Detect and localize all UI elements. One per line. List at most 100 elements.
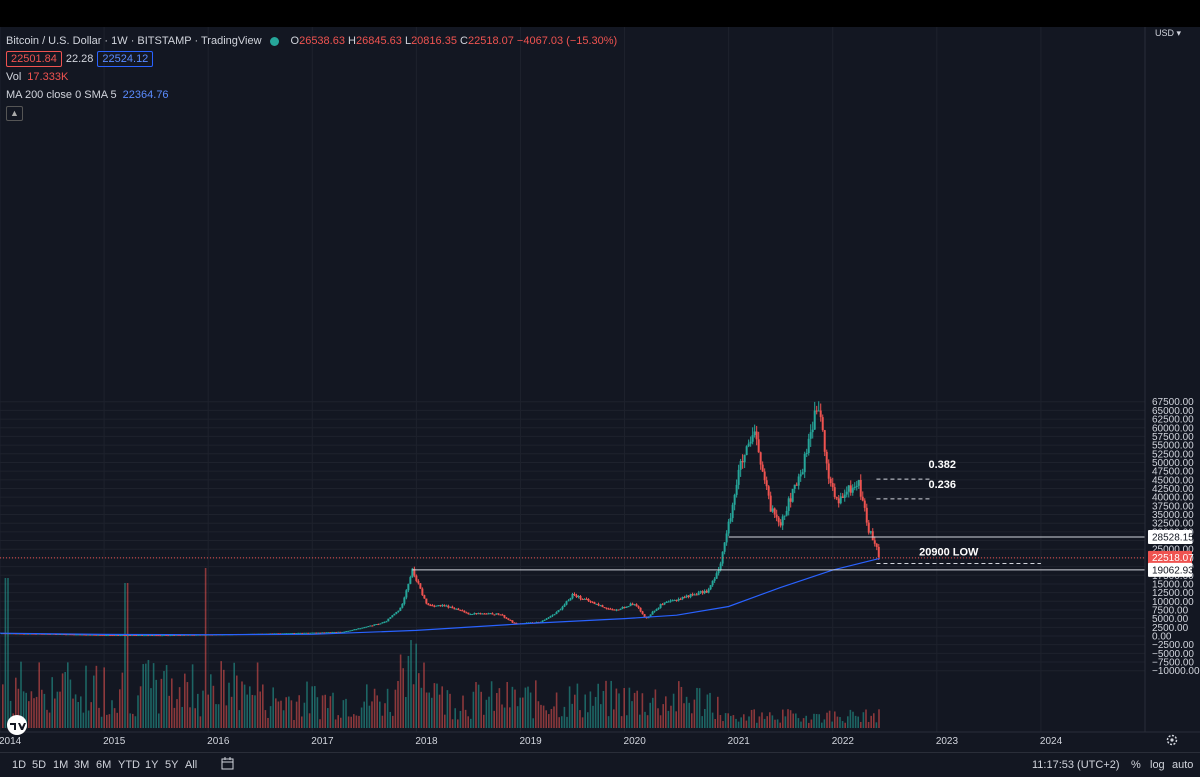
date-range-icon[interactable] <box>221 757 234 773</box>
volume-bar <box>753 709 755 728</box>
candle-body <box>157 635 160 637</box>
candle-body <box>591 601 594 603</box>
candle-body <box>393 613 396 616</box>
volume-bar <box>652 697 654 728</box>
price-scale[interactable] <box>1145 27 1200 739</box>
legend-volume-row[interactable]: Vol 17.333K <box>6 68 617 86</box>
volume-bar <box>358 715 360 728</box>
candle-body <box>555 612 558 615</box>
candle-body <box>771 508 774 512</box>
volume-bar <box>48 712 51 728</box>
timeframe-ytd[interactable]: YTD <box>118 759 140 771</box>
candle-body <box>179 634 182 636</box>
time-scale[interactable] <box>0 732 1200 752</box>
candle-body <box>541 620 544 623</box>
volume-bar <box>475 682 477 728</box>
percent-toggle[interactable]: % <box>1131 759 1141 771</box>
gear-icon[interactable] <box>1166 734 1178 746</box>
candle-body <box>181 634 184 636</box>
volume-bar <box>639 714 641 728</box>
candle-body <box>579 596 582 599</box>
candle-body <box>193 634 196 636</box>
candle-body <box>605 607 608 609</box>
volume-bar <box>854 715 857 728</box>
ma-200-line[interactable] <box>0 557 880 636</box>
volume-bar <box>800 721 802 728</box>
candle-body <box>739 461 742 470</box>
candle-body <box>391 615 394 618</box>
volume-bar <box>680 686 683 728</box>
chevron-up-icon[interactable]: ▲ <box>6 105 23 121</box>
candle-body <box>727 521 730 534</box>
candle-body <box>353 629 356 631</box>
market-status-icon <box>269 36 279 46</box>
volume-bar <box>267 717 269 728</box>
volume-bar <box>826 712 828 728</box>
timeframe-5y[interactable]: 5Y <box>165 759 179 771</box>
timeframe-6m[interactable]: 6M <box>96 759 112 771</box>
candle-body <box>407 583 410 591</box>
candle-body <box>87 634 90 636</box>
candle-body <box>397 610 400 612</box>
candle-body <box>305 632 308 634</box>
volume-bar <box>163 671 165 728</box>
candle-body <box>851 487 854 493</box>
candle-body <box>411 568 414 578</box>
candle-body <box>583 598 586 600</box>
candle-body <box>289 633 292 635</box>
volume-bar <box>462 695 464 728</box>
timeframe-1m[interactable]: 1M <box>53 759 69 771</box>
volume-bar <box>207 694 209 728</box>
candle-body <box>513 622 516 624</box>
timeframe-1d[interactable]: 1D <box>12 759 27 771</box>
volume-bar <box>670 705 672 728</box>
candle-body <box>337 631 340 633</box>
auto-toggle[interactable]: auto <box>1172 759 1194 771</box>
candle-body <box>655 609 658 611</box>
legend-ma-row[interactable]: MA 200 close 0 SMA 5 22364.76 <box>6 86 617 104</box>
chart-canvas[interactable]: 20900 LOW 0.236 0.382 USD ▾ 67500.0065000.00… <box>0 27 1200 752</box>
candle-body <box>97 634 100 636</box>
log-toggle[interactable]: log <box>1150 759 1165 771</box>
candle-body <box>71 634 74 636</box>
candle-body <box>395 611 398 614</box>
timeframe-3m[interactable]: 3M <box>74 759 90 771</box>
candle-body <box>299 632 302 634</box>
volume-bar <box>706 694 709 728</box>
volume-bar <box>171 678 173 728</box>
price-tick-label: 62500.00 <box>1152 415 1194 426</box>
candle-body <box>317 632 320 634</box>
price-tick-label: 5000.00 <box>1152 614 1189 625</box>
timeframe-5d[interactable]: 5D <box>32 759 47 771</box>
timeframe-1y[interactable]: 1Y <box>145 759 159 771</box>
ask-button[interactable]: 22524.12 <box>97 51 154 67</box>
clock-display[interactable]: 11:17:53 (UTC+2) <box>1032 759 1120 771</box>
volume-bar <box>116 712 118 728</box>
candle-body <box>103 634 106 636</box>
bid-button[interactable]: 22501.84 <box>6 51 62 67</box>
volume-bar <box>535 680 537 728</box>
volume-bar <box>436 683 438 728</box>
volume-bar <box>766 716 768 728</box>
timeframe-all[interactable]: All <box>185 759 198 771</box>
candle-body <box>791 488 794 502</box>
volume-bar <box>454 708 456 728</box>
candle-body <box>653 610 656 612</box>
candle-body <box>457 608 460 611</box>
candle-body <box>733 494 736 505</box>
volume-bar <box>758 716 761 728</box>
volume-bar <box>334 719 337 728</box>
candle-body <box>363 627 366 629</box>
candle-body <box>481 613 484 615</box>
candle-body <box>587 598 590 602</box>
candle-body <box>331 632 334 634</box>
candle-body <box>85 634 88 636</box>
volume-bar <box>106 714 108 728</box>
symbol-title[interactable]: Bitcoin / U.S. Dollar · 1W · BITSTAMP · … <box>6 35 262 47</box>
volume-bar <box>743 714 745 728</box>
candle-body <box>57 633 60 635</box>
year-label-2015: 2015 <box>103 736 126 747</box>
volume-bar <box>288 696 290 728</box>
volume-bar <box>386 688 389 728</box>
candle-body <box>483 613 486 615</box>
